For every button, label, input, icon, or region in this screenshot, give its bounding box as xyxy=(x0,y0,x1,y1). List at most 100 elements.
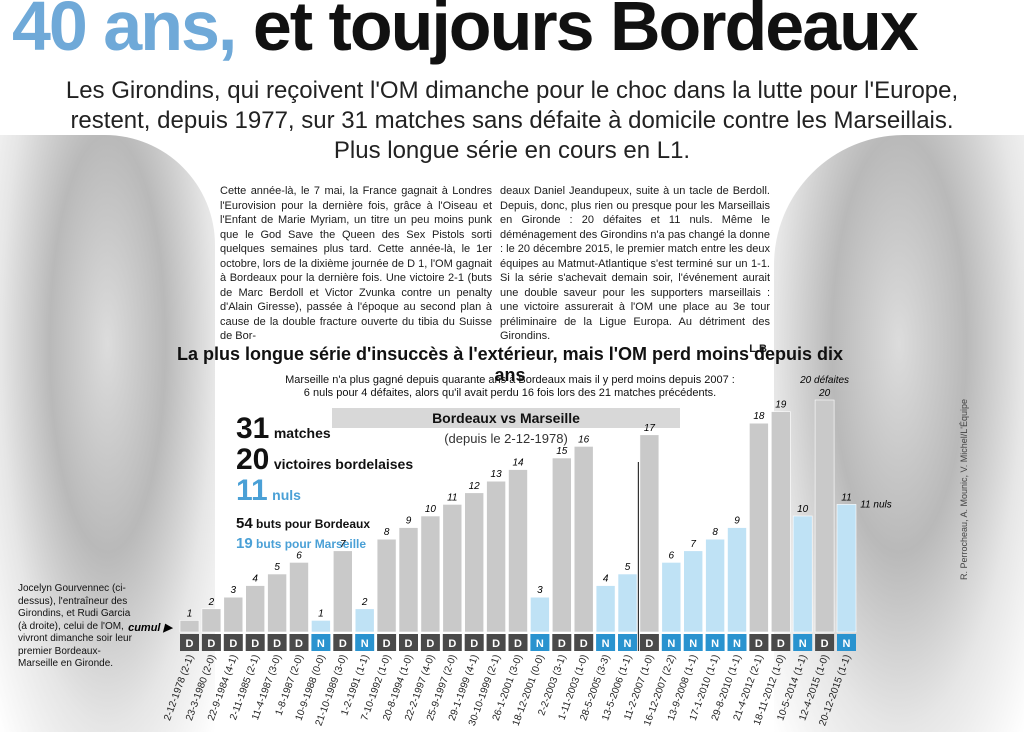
bar-22 xyxy=(639,434,660,633)
result-badge-5 xyxy=(267,634,287,651)
bar-12 xyxy=(420,515,441,633)
bar-value-30: 20 xyxy=(818,388,831,399)
result-letter-5: D xyxy=(273,638,281,650)
bar-value-18: 15 xyxy=(556,446,568,457)
bar-9 xyxy=(354,608,375,633)
headline-black: et toujours Bordeaux xyxy=(252,0,919,65)
bar-30 xyxy=(814,399,835,633)
bar-6 xyxy=(289,562,309,633)
article-column-2: deaux Daniel Jeandupeux, suite à un tacl… xyxy=(500,184,770,356)
result-letter-2: D xyxy=(207,638,215,650)
result-badge-28 xyxy=(771,634,791,651)
result-letter-9: N xyxy=(361,638,369,650)
defeat-total-label: 20 défaites xyxy=(799,375,849,386)
bar-21 xyxy=(617,573,638,633)
result-badge-23 xyxy=(661,634,681,651)
chart-subtitle: (depuis le 2-12-1978) xyxy=(444,431,568,446)
result-letter-31: N xyxy=(843,638,851,650)
bar-29 xyxy=(792,515,813,633)
chart-note-line-2: 6 nuls pour 4 défaites, alors qu'il avai… xyxy=(303,387,717,399)
result-badge-11 xyxy=(399,634,418,651)
lead-line-1: Les Girondins, qui reçoivent l'OM dimanc… xyxy=(65,77,959,104)
result-letter-24: N xyxy=(689,638,697,650)
draw-total-label: 11 nuls xyxy=(860,499,892,510)
result-badge-2 xyxy=(201,634,221,651)
bar-19 xyxy=(573,446,594,633)
stat-goals-marseille-num: 19 xyxy=(236,535,253,552)
stat-goals-bordeaux: 54 buts pour Bordeaux xyxy=(236,515,370,532)
stat-wins: 20 victoires bordelaises xyxy=(236,443,413,477)
bar-18 xyxy=(551,457,572,633)
result-letter-6: D xyxy=(295,638,303,650)
bar-value-12: 10 xyxy=(425,504,437,515)
stat-draws-num: 11 xyxy=(236,474,268,507)
bar-value-28: 19 xyxy=(775,400,787,411)
result-letter-1: D xyxy=(186,638,194,650)
result-letter-13: D xyxy=(448,638,456,650)
stat-draws-label: nuls xyxy=(272,487,301,503)
bar-28 xyxy=(770,411,791,633)
bar-20 xyxy=(595,585,616,633)
result-badge-18 xyxy=(552,634,572,651)
result-letter-29: N xyxy=(799,638,807,650)
result-letter-14: D xyxy=(470,638,478,650)
bar-3 xyxy=(223,596,244,633)
result-badge-12 xyxy=(420,634,440,651)
bar-value-1: 1 xyxy=(187,608,193,619)
bar-13 xyxy=(442,504,463,633)
bar-26 xyxy=(727,527,747,633)
chart-title: Bordeaux vs Marseille xyxy=(332,408,680,428)
chart-note-line-1: Marseille n'a plus gagné depuis quarante… xyxy=(285,374,735,386)
result-badge-8 xyxy=(333,634,353,651)
bar-value-23: 6 xyxy=(669,550,675,561)
result-badge-29 xyxy=(793,634,813,651)
bar-value-7: 1 xyxy=(318,608,324,619)
bar-2 xyxy=(201,608,222,633)
bar-11 xyxy=(398,527,419,633)
result-badge-7 xyxy=(311,634,331,651)
result-badge-21 xyxy=(618,634,637,651)
result-letter-15: D xyxy=(492,638,500,650)
cumul-label: cumul ▶ xyxy=(128,622,173,634)
bar-value-21: 5 xyxy=(625,562,631,573)
bar-31 xyxy=(836,504,857,633)
headline-blue: 40 ans, xyxy=(12,0,237,65)
result-letter-30: D xyxy=(821,638,829,650)
lead-paragraph: Les Girondins, qui reçoivent l'OM dimanc… xyxy=(40,76,984,166)
bar-value-11: 9 xyxy=(406,516,412,527)
headline: 40 ans, et toujours Bordeaux xyxy=(12,0,1012,66)
bar-value-13: 11 xyxy=(447,492,457,503)
bar-value-8: 7 xyxy=(340,539,346,550)
result-badge-1 xyxy=(180,634,199,651)
bar-7 xyxy=(311,620,331,633)
result-badge-19 xyxy=(574,634,594,651)
bar-5 xyxy=(267,573,287,633)
result-badge-3 xyxy=(223,634,243,651)
article-signature: L.B. xyxy=(749,342,770,355)
result-badge-10 xyxy=(377,634,397,651)
stat-wins-num: 20 xyxy=(236,443,270,476)
result-letter-8: D xyxy=(339,638,347,650)
bar-17 xyxy=(530,596,550,633)
stat-goals-marseille: 19 buts pour Marseille xyxy=(236,535,366,552)
bar-1 xyxy=(179,620,200,633)
result-badge-9 xyxy=(355,634,375,651)
bar-value-9: 2 xyxy=(361,597,368,608)
bar-23 xyxy=(661,562,682,633)
bar-value-3: 3 xyxy=(231,585,237,596)
result-letter-18: D xyxy=(558,638,566,650)
bar-25 xyxy=(705,538,725,633)
result-letter-11: D xyxy=(405,638,413,650)
bar-10 xyxy=(376,538,397,633)
bar-15 xyxy=(486,480,506,633)
result-badge-24 xyxy=(683,634,703,651)
result-letter-7: N xyxy=(317,638,325,650)
result-letter-4: D xyxy=(251,638,259,650)
result-badge-25 xyxy=(705,634,725,651)
result-letter-10: D xyxy=(383,638,391,650)
result-letter-19: D xyxy=(580,638,588,650)
result-badge-4 xyxy=(245,634,265,651)
result-badge-6 xyxy=(289,634,309,651)
stat-goals-bordeaux-num: 54 xyxy=(236,515,253,532)
